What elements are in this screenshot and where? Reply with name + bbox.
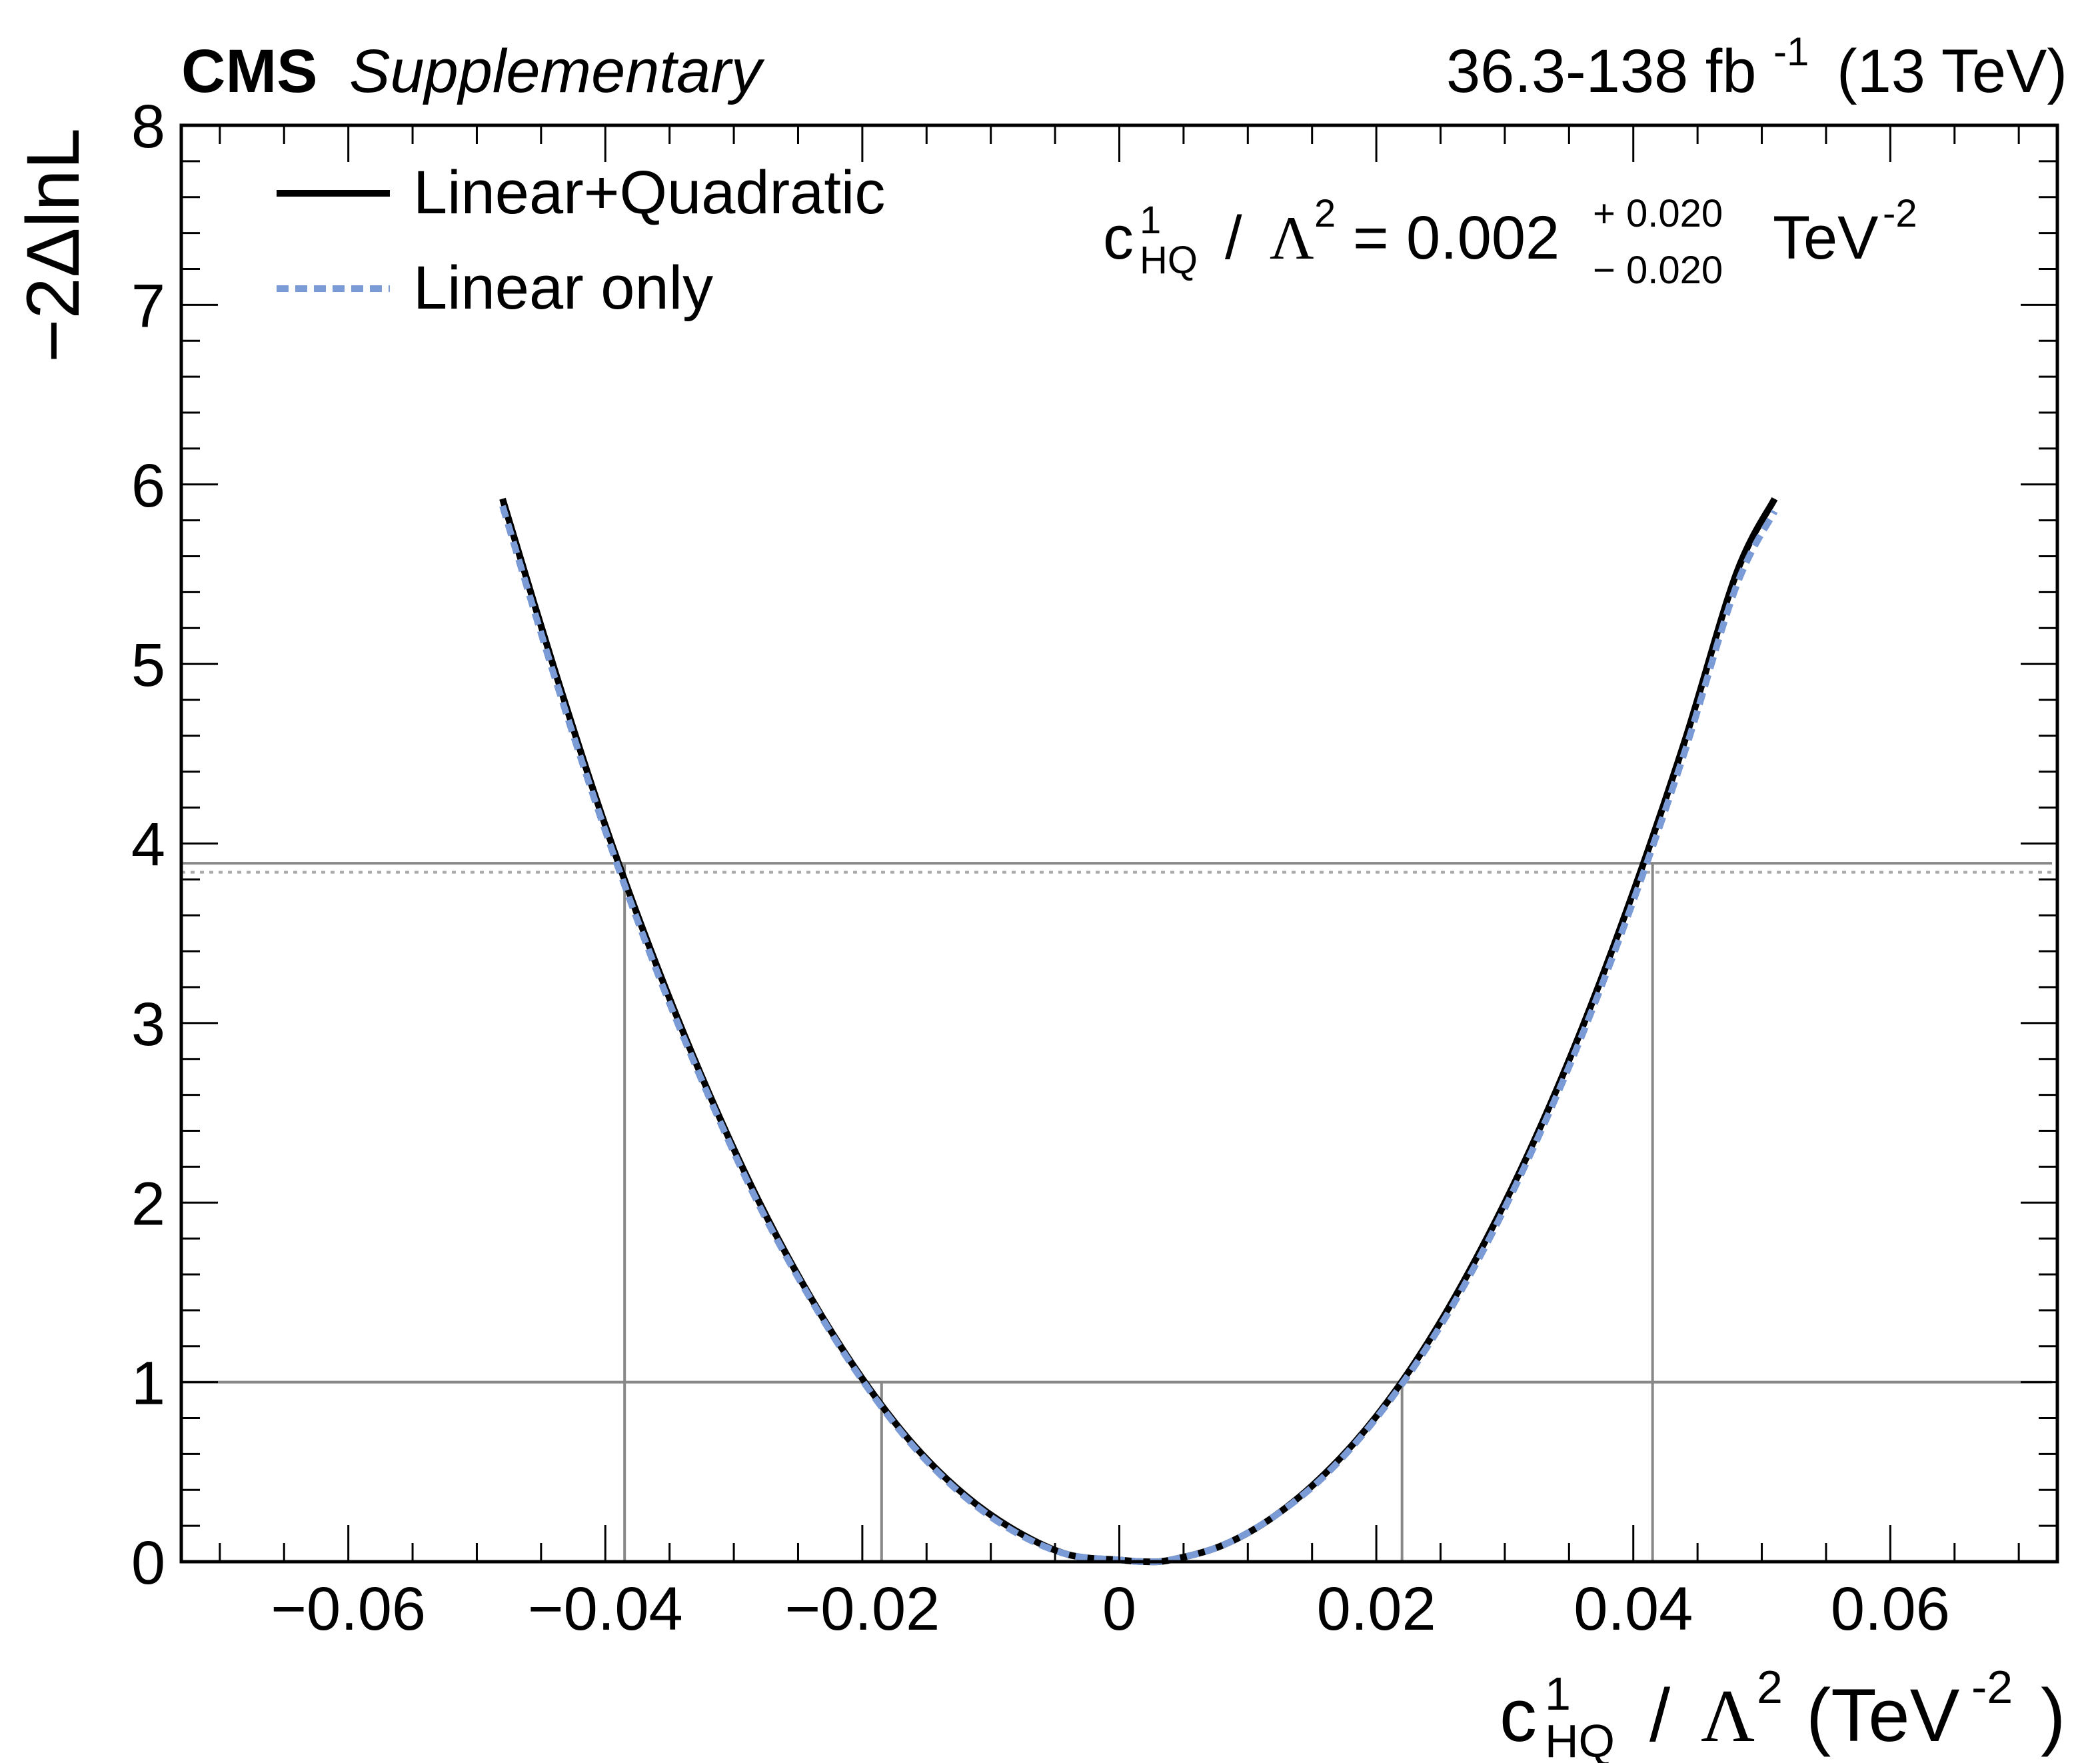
series-line-1	[499, 505, 1778, 1566]
annotation-coef-sub: HQ	[1140, 239, 1198, 282]
lumi-exponent: -1	[1773, 29, 1809, 74]
annotation-value: 0.002	[1406, 204, 1560, 272]
annotation-unit-exp: -2	[1883, 192, 1917, 235]
annotation-err-minus: − 0.020	[1593, 249, 1723, 292]
y-tick-label-4: 4	[131, 811, 165, 879]
status-label: Supplementary	[349, 37, 765, 105]
x-axis-label-unit-open: (TeV	[1806, 1674, 1960, 1757]
x-axis-label-coef: c	[1500, 1674, 1537, 1757]
experiment-label: CMS	[181, 37, 317, 105]
x-tick-label-4: 0.02	[1317, 1575, 1436, 1643]
y-tick-label-3: 3	[131, 990, 165, 1058]
x-axis-label: c 1 HQ / Λ 2 (TeV -2 )	[1500, 1661, 2065, 1763]
y-tick-label-8: 8	[131, 93, 165, 161]
x-axis-label-unit-close: )	[2041, 1674, 2065, 1757]
y-tick-label-2: 2	[131, 1170, 165, 1238]
x-axis-label-slash: /	[1649, 1674, 1671, 1757]
series-layer	[499, 497, 1778, 1566]
y-tick-label-5: 5	[131, 631, 165, 699]
x-axis-label-lambda: Λ	[1701, 1675, 1755, 1758]
cms-header: CMS Supplementary	[181, 37, 765, 105]
annotation-coef-sup: 1	[1140, 199, 1161, 242]
plot-frame	[179, 123, 2059, 1564]
svg-text:c: c	[1103, 204, 1134, 272]
annotation-lambda: Λ	[1270, 204, 1314, 272]
x-axis-label-lambda-exp: 2	[1757, 1661, 1783, 1713]
legend-label-linear-only: Linear only	[413, 254, 713, 322]
reference-lines-layer	[181, 862, 2052, 1562]
annotation-lambda-exp: 2	[1314, 192, 1336, 235]
x-tick-label-2: −0.02	[784, 1575, 940, 1643]
annotation-unit: TeV	[1773, 204, 1879, 272]
x-tick-label-6: 0.06	[1831, 1575, 1950, 1643]
y-tick-label-0: 0	[131, 1529, 165, 1597]
x-axis-label-sup: 1	[1545, 1668, 1571, 1720]
x-axis-label-sub: HQ	[1545, 1715, 1615, 1763]
annotation-err-plus: + 0.020	[1593, 192, 1723, 235]
y-tick-label-6: 6	[131, 452, 165, 520]
lumi-label: 36.3-138 fb -1 (13 TeV)	[1446, 11, 2067, 105]
x-tick-label-1: −0.04	[528, 1575, 683, 1643]
annotation-slash: /	[1225, 204, 1242, 272]
y-tick-label-7: 7	[131, 272, 165, 340]
lumi-value: 36.3-138 fb	[1446, 37, 1756, 105]
x-tick-label-5: 0.04	[1574, 1575, 1693, 1643]
legend-label-linear-quadratic: Linear+Quadratic	[413, 159, 885, 227]
x-tick-label-0: −0.06	[271, 1575, 426, 1643]
legend: Linear+Quadratic Linear only	[277, 159, 885, 322]
best-fit-annotation: c 1 HQ / Λ 2 = 0.002 + 0.020 − 0.020 TeV…	[1103, 192, 1917, 292]
x-axis-label-unit-exp: -2	[1971, 1661, 2013, 1713]
y-axis-label: −2ΔlnL	[11, 128, 95, 363]
y-tick-label-1: 1	[131, 1350, 165, 1418]
x-tick-label-3: 0	[1102, 1575, 1136, 1643]
energy-label: (13 TeV)	[1837, 37, 2067, 105]
annotation-equals: =	[1353, 204, 1389, 272]
ticks-layer: −0.06 −0.04 −0.02 0 0.02 0.04 0.06 0 1 2 3 4 5 6 7 8	[131, 93, 2057, 1643]
annotation-coef: c	[1103, 204, 1134, 272]
